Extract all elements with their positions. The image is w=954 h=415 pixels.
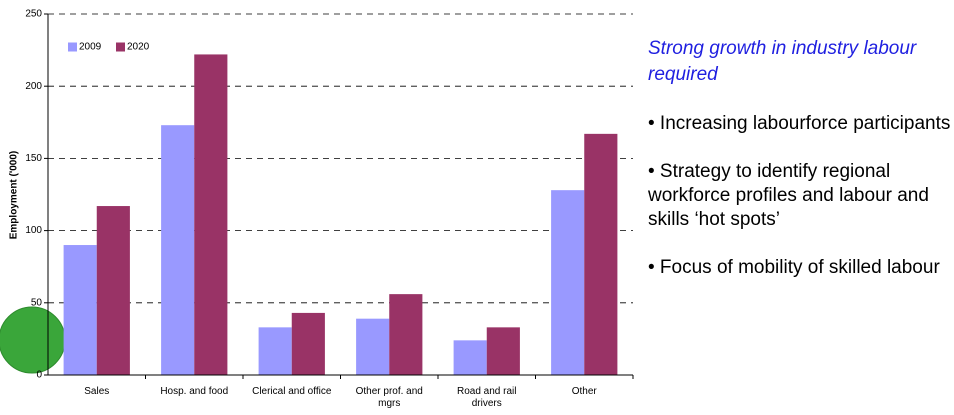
bar (389, 294, 423, 375)
bar (63, 245, 97, 375)
bar (551, 190, 585, 375)
y-tick-label: 100 (25, 225, 42, 236)
y-tick-label: 0 (36, 370, 42, 381)
decoration (0, 306, 66, 374)
bullet-text: • Strategy to identify regional workforc… (648, 161, 929, 230)
y-tick-label: 150 (25, 153, 42, 164)
bar (356, 318, 390, 375)
x-tick-label: Road and rail drivers (457, 386, 517, 409)
x-tick-label: Hosp. and food (160, 386, 229, 397)
legend-swatch (116, 42, 125, 52)
x-tick-label: Other (571, 386, 597, 397)
bar (486, 327, 520, 375)
y-tick-label: 50 (31, 297, 43, 308)
legend-label: 2020 (127, 42, 150, 53)
x-tick-label: Other prof. and mgrs (355, 386, 423, 409)
bullet-text: • Increasing labourforce participants (648, 113, 951, 134)
bar (258, 327, 292, 375)
y-tick-label: 200 (25, 81, 42, 92)
y-tick-label: 250 (25, 9, 42, 20)
side-text: Strong growth in industry labour require… (648, 36, 954, 304)
x-tick-label: Sales (84, 386, 110, 397)
x-tick-label: Clerical and office (252, 386, 332, 397)
bar (453, 340, 487, 375)
bar (96, 206, 130, 375)
legend-swatch (68, 42, 77, 52)
bar (194, 54, 228, 375)
y-axis-label: Employment ('000) (9, 151, 20, 240)
bar (291, 312, 325, 375)
bullet-text: • Focus of mobility of skilled labour (648, 257, 940, 278)
legend-label: 2009 (79, 42, 102, 53)
bar (584, 133, 618, 375)
bar (161, 125, 195, 375)
side-title: Strong growth in industry labour require… (648, 38, 917, 85)
